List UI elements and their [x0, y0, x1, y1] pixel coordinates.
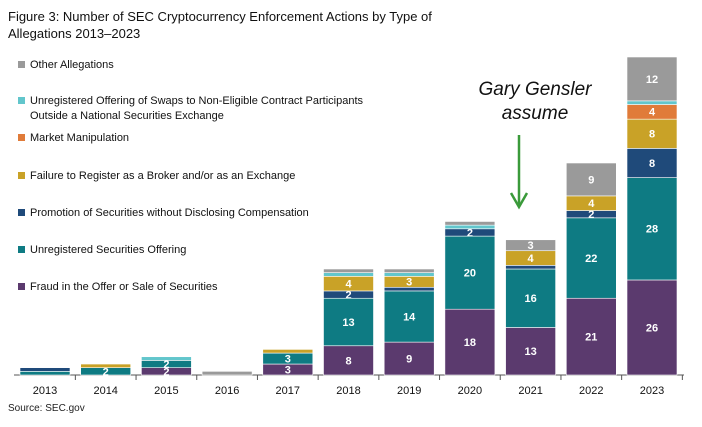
bar-segment: [201, 371, 253, 376]
data-label: 13: [524, 346, 536, 358]
bar-segment: [444, 235, 496, 310]
legend-swatch: [18, 172, 25, 179]
legend-swatch: [18, 209, 25, 216]
data-label: 9: [406, 353, 412, 365]
bar-segment: [383, 272, 435, 277]
bar-segment: [505, 268, 556, 328]
chart-title: Figure 3: Number of SEC Cryptocurrency E…: [8, 9, 432, 41]
legend-label: Promotion of Securities without Disclosi…: [30, 207, 309, 219]
bar-segment: [505, 265, 556, 270]
bar-segment: [262, 349, 314, 354]
bar-segment: [505, 327, 556, 376]
bar-segment: [323, 297, 374, 347]
bar-segment: [626, 177, 678, 281]
data-label: 3: [406, 277, 412, 289]
data-label: 2: [467, 227, 473, 239]
bar-segment: [141, 356, 192, 361]
legend-label: Unregistered Securities Offering: [30, 244, 187, 256]
bar-segment: [444, 221, 496, 226]
data-label: 4: [588, 198, 595, 210]
data-label: 12: [646, 74, 658, 86]
legend-item: Other Allegations: [18, 58, 114, 73]
bar-segment: [383, 268, 435, 273]
annotation: Gary Gensler assume: [478, 79, 592, 124]
data-label: 16: [524, 293, 536, 305]
x-tick-label: 2016: [215, 385, 239, 397]
data-label: 3: [285, 353, 291, 365]
data-label: 2: [588, 209, 594, 221]
bar-segment: [80, 363, 131, 368]
x-tick-label: 2017: [276, 385, 300, 397]
source: Source: SEC.gov: [8, 403, 85, 414]
data-label: 3: [285, 364, 291, 376]
x-tick-label: 2023: [640, 385, 664, 397]
data-label: 14: [403, 311, 416, 323]
bar-segment: [383, 290, 435, 343]
legend-swatch: [18, 97, 25, 104]
bar-segment: [323, 345, 374, 376]
legend-label: Other Allegations: [30, 59, 114, 71]
bar-segment: [323, 272, 374, 277]
legend-item: Fraud in the Offer or Sale of Securities: [18, 280, 218, 295]
bar-segment: [19, 367, 71, 372]
data-label: 4: [649, 107, 656, 119]
bar-segment: [323, 268, 374, 273]
arrow-head: [509, 192, 529, 210]
legend-label: Failure to Register as a Broker and/or a…: [30, 170, 296, 182]
data-label: 21: [585, 332, 597, 344]
legend-item: Market Manipulation: [18, 131, 129, 146]
legend-item: Failure to Register as a Broker and/or a…: [18, 169, 295, 184]
data-label: 2: [345, 289, 351, 301]
legend-item: Unregistered Securities Offering: [18, 243, 186, 258]
x-tick-label: 2022: [579, 385, 603, 397]
legend-swatch: [18, 134, 25, 141]
data-label: 13: [342, 317, 354, 329]
x-tick-label: 2014: [93, 385, 117, 397]
bar-segment: [444, 308, 496, 376]
bar-segment: [626, 148, 678, 178]
x-tick-label: 2015: [154, 385, 178, 397]
bar-segment: [626, 118, 678, 149]
data-label: 8: [649, 158, 655, 170]
data-label: 20: [464, 268, 476, 280]
x-tick-label: 2018: [336, 385, 360, 397]
data-label: 4: [345, 279, 352, 291]
data-label: 28: [646, 224, 658, 236]
data-label: 18: [464, 337, 476, 349]
legend-label: Market Manipulation: [30, 132, 130, 144]
bar-segment: [565, 162, 617, 197]
bar-segment: [19, 371, 71, 376]
x-tick-label: 2013: [33, 385, 57, 397]
x-tick-label: 2020: [458, 385, 482, 397]
bar-segment: [626, 56, 678, 102]
bar-segment: [383, 341, 435, 376]
bar-segment: [444, 224, 496, 230]
legend-swatch: [18, 283, 25, 290]
bar-segment: [626, 100, 678, 105]
data-label: 22: [585, 253, 597, 265]
data-label: 2: [163, 366, 169, 378]
legend-item: Promotion of Securities without Disclosi…: [18, 206, 309, 221]
bar-segment: [565, 217, 617, 299]
x-tick-label: 2021: [518, 385, 542, 397]
data-label: 8: [649, 129, 655, 141]
legend-label: Fraud in the Offer or Sale of Securities: [30, 281, 218, 293]
data-label: 2: [163, 359, 169, 371]
data-label: 9: [588, 174, 594, 186]
legend-swatch: [18, 246, 25, 253]
x-tick-label: 2019: [397, 385, 421, 397]
bar-segment: [505, 239, 556, 252]
data-label: 4: [528, 253, 535, 265]
legend-label: Unregistered Offering of Swaps to Non-El…: [30, 95, 364, 122]
data-label: 26: [646, 322, 658, 334]
data-label: 3: [528, 240, 534, 252]
data-label: 2: [103, 366, 109, 378]
legend-swatch: [18, 61, 25, 68]
legend-item: Unregistered Offering of Swaps to Non-El…: [18, 94, 385, 124]
data-label: 8: [345, 355, 351, 367]
